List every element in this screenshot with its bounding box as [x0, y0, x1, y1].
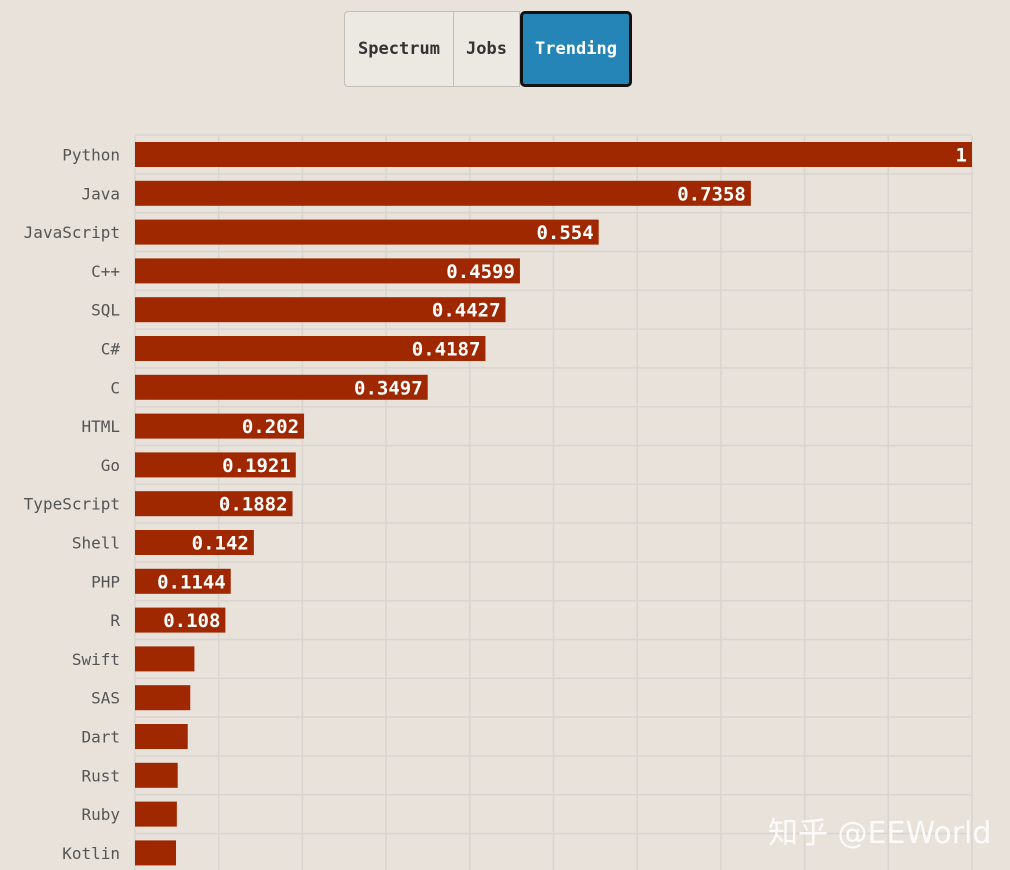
value-label: 0.142 — [192, 533, 249, 555]
category-label: SAS — [91, 689, 120, 708]
bar-dart — [135, 724, 188, 749]
value-label: 0.554 — [536, 222, 593, 244]
category-label: Go — [101, 456, 120, 475]
bar-java — [135, 180, 751, 206]
category-label: Shell — [72, 534, 120, 553]
tab-spectrum[interactable]: Spectrum — [344, 11, 454, 87]
category-label: Rust — [81, 766, 120, 785]
bar-shell — [135, 530, 254, 555]
bar-c- — [135, 258, 520, 284]
category-label: Dart — [81, 728, 120, 747]
bar-html — [135, 413, 305, 439]
value-label: 0.4187 — [412, 339, 481, 361]
tab-jobs[interactable]: Jobs — [454, 11, 520, 87]
category-label: R — [110, 611, 120, 630]
category-label: Ruby — [81, 805, 120, 824]
bar-go — [135, 452, 296, 478]
bar-c — [135, 374, 428, 400]
tab-trending[interactable]: Trending — [520, 11, 632, 87]
bar-sas — [135, 685, 191, 711]
bar-sql — [135, 297, 506, 323]
category-label: Java — [81, 184, 120, 203]
category-label: C — [110, 378, 120, 397]
category-label: JavaScript — [24, 223, 120, 242]
bar-r — [135, 607, 226, 633]
value-label: 0.1882 — [219, 494, 288, 516]
value-label: 0.4427 — [432, 300, 501, 322]
bar-swift — [135, 646, 195, 672]
view-tabs: Spectrum Jobs Trending — [344, 11, 632, 87]
bar-ruby — [135, 801, 177, 827]
bar-kotlin — [135, 840, 177, 866]
watermark: 知乎 @EEWorld — [768, 816, 992, 851]
category-label: PHP — [91, 572, 120, 591]
bar-python — [135, 142, 972, 167]
bar-rust — [135, 762, 178, 788]
bar-javascript — [135, 219, 599, 245]
bar-typescript — [135, 491, 293, 517]
value-label: 0.108 — [163, 610, 220, 632]
chart-grid — [134, 134, 973, 870]
category-label: HTML — [81, 417, 120, 436]
value-label: 0.1144 — [157, 571, 226, 593]
value-label: 0.7358 — [677, 183, 746, 205]
category-label: C# — [101, 340, 121, 359]
value-label: 0.4599 — [446, 261, 515, 283]
category-label: C++ — [91, 262, 120, 281]
value-label: 0.3497 — [354, 377, 423, 399]
category-label: Swift — [72, 650, 120, 669]
category-label: Python — [62, 146, 120, 165]
chart-category-labels: Python Java JavaScript C++ SQL C# C HTML Go TypeS… — [24, 146, 121, 863]
category-label: Kotlin — [62, 844, 120, 863]
category-label: SQL — [91, 301, 120, 320]
value-label: 0.202 — [242, 416, 299, 438]
value-label: 1 — [956, 145, 967, 167]
chart-bars — [135, 142, 972, 866]
value-label: 0.1921 — [222, 455, 291, 477]
bar-php — [135, 568, 231, 594]
bar-c- — [135, 336, 486, 361]
category-label: TypeScript — [24, 495, 120, 514]
chart-value-labels: 1 0.7358 0.554 0.4599 0.4427 0.4187 0.3497 0.20… — [157, 145, 967, 633]
